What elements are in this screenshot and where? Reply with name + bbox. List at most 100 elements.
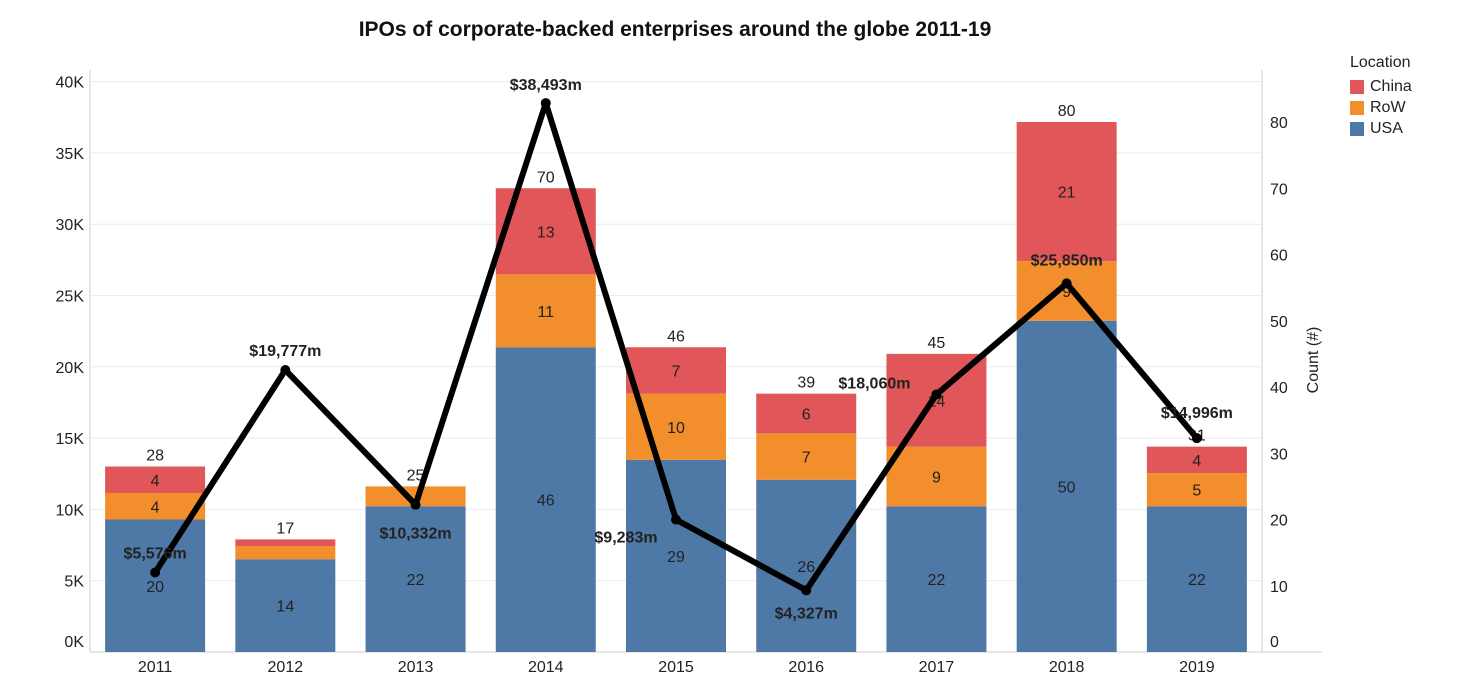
segment-label: 9 (1062, 284, 1071, 301)
line-value-label: $4,327m (775, 605, 838, 622)
segment-label: 22 (407, 572, 425, 589)
segment-label: 5 (1192, 483, 1201, 500)
bar-segment-china (1146, 446, 1247, 474)
legend: Location China RoW USA (1350, 54, 1412, 139)
bar-segment-row (235, 546, 336, 560)
right-tick-label: 30 (1270, 446, 1288, 463)
left-tick-label: 5K (64, 574, 84, 591)
bar-segment-china (626, 347, 726, 394)
segment-label: 11 (537, 304, 554, 321)
left-tick-label: 20K (56, 360, 85, 377)
bar-total-label: 28 (146, 448, 164, 465)
segment-label: 7 (802, 450, 811, 467)
bar-segment-row (886, 446, 987, 507)
bar-segment-usa (495, 347, 596, 652)
line-value-label: $19,777m (249, 343, 321, 360)
segment-label: 4 (1192, 453, 1201, 470)
bar-total-label: 46 (667, 328, 685, 345)
bar-total-label: 80 (1058, 103, 1076, 120)
right-tick-label: 10 (1270, 579, 1288, 596)
bar-total-label: 45 (928, 335, 946, 352)
x-tick-label: 2015 (658, 659, 694, 676)
left-tick-label: 15K (56, 431, 85, 448)
bar-segment-china (1016, 122, 1117, 262)
segment-label: 29 (667, 549, 685, 566)
legend-item-china[interactable]: China (1350, 76, 1412, 97)
left-tick-label: 40K (56, 75, 85, 92)
legend-swatch-usa (1350, 121, 1364, 136)
right-axis-label: Count (#) (1305, 327, 1322, 394)
right-tick-label: 20 (1270, 513, 1288, 530)
line-value-label: $10,332m (380, 526, 452, 543)
line-value-label: $25,850m (1031, 252, 1103, 269)
bar-segment-row (495, 274, 596, 348)
segment-label: 4 (151, 473, 160, 490)
right-tick-label: 0 (1270, 634, 1279, 651)
legend-label-row: RoW (1370, 98, 1406, 116)
left-tick-label: 35K (56, 146, 85, 163)
x-tick-label: 2013 (398, 659, 434, 676)
bar-total-label: 70 (537, 169, 555, 186)
segment-label: 21 (1058, 185, 1076, 202)
line-point (280, 364, 291, 375)
bar-total-label: 25 (407, 467, 425, 484)
segment-label: 6 (802, 407, 811, 424)
bar-total-label: 17 (276, 520, 294, 537)
line-point (931, 389, 942, 400)
bar-segment-row (756, 433, 857, 480)
line-point (150, 567, 161, 578)
line-value-label: $38,493m (510, 77, 582, 94)
right-tick-label: 60 (1270, 248, 1288, 265)
bar-segment-usa (756, 479, 857, 652)
segment-label: 9 (932, 469, 941, 486)
legend-label-usa: USA (1370, 119, 1403, 137)
bar-segment-usa (235, 559, 336, 652)
line-point (1191, 433, 1202, 444)
line-point (671, 514, 681, 525)
segment-label: 50 (1058, 479, 1076, 496)
bar-segment-usa (886, 506, 987, 652)
x-tick-label: 2011 (138, 659, 173, 676)
line-value-label: $5,576m (124, 545, 187, 562)
legend-swatch-row (1350, 100, 1364, 115)
line-point (410, 499, 421, 510)
bar-segment-china (235, 539, 336, 546)
x-tick-label: 2016 (788, 659, 824, 676)
legend-item-row[interactable]: RoW (1350, 97, 1412, 118)
segment-label: 20 (146, 579, 164, 596)
right-tick-label: 50 (1270, 314, 1288, 331)
bar-segment-usa (626, 459, 726, 652)
segment-label: 26 (797, 559, 815, 576)
bar-segment-usa (105, 519, 206, 652)
segment-label: 7 (672, 363, 681, 380)
line-value-label: $14,996m (1161, 405, 1233, 422)
line-value-label: $18,060m (838, 375, 910, 392)
x-tick-label: 2017 (919, 659, 955, 676)
left-tick-label: 25K (56, 289, 85, 306)
chart-title: IPOs of corporate-backed enterprises aro… (358, 18, 992, 41)
bar-segment-usa (1146, 506, 1247, 652)
segment-label: 14 (276, 599, 294, 616)
line-point (801, 585, 812, 596)
line-point (1061, 278, 1072, 289)
left-tick-label: 30K (56, 217, 85, 234)
bar-segment-row (1146, 473, 1247, 507)
segment-label: 22 (928, 572, 946, 589)
left-tick-label: 0K (64, 634, 84, 651)
line-point (540, 98, 551, 109)
bar-segment-china (105, 466, 206, 493)
bar-total-label: 39 (797, 375, 815, 392)
segment-label: 10 (667, 420, 685, 437)
bar-segment-usa (365, 506, 466, 652)
segment-label: 4 (151, 499, 160, 516)
legend-title: Location (1350, 54, 1411, 71)
x-tick-label: 2019 (1179, 659, 1215, 676)
segment-label: 13 (537, 224, 555, 241)
legend-swatch-china (1350, 79, 1364, 94)
right-tick-label: 40 (1270, 380, 1288, 397)
legend-item-usa[interactable]: USA (1350, 118, 1412, 139)
bar-segment-row (105, 493, 206, 520)
segment-label: 46 (537, 493, 555, 510)
x-tick-label: 2018 (1049, 659, 1085, 676)
left-tick-label: 10K (56, 502, 85, 519)
